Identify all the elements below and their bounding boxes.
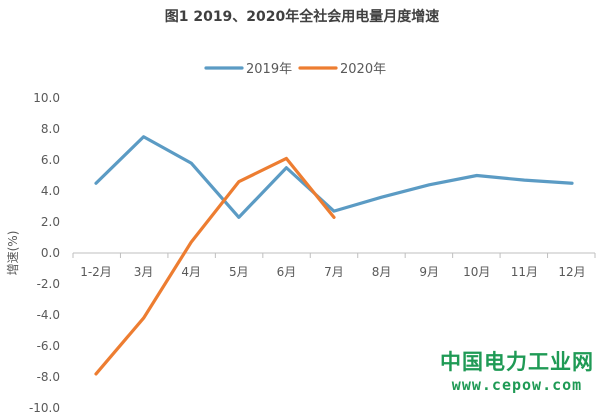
- x-category-label: 9月: [419, 265, 439, 279]
- legend-label: 2020年: [340, 62, 386, 77]
- x-category-label: 8月: [372, 265, 392, 279]
- x-axis: [72, 252, 596, 258]
- y-axis-label-group: 增速(%): [6, 231, 20, 276]
- y-tick-label: -4.0: [37, 308, 60, 322]
- x-category-label: 12月: [558, 265, 585, 279]
- y-tick-label: -8.0: [37, 370, 60, 384]
- y-tick-label: -2.0: [37, 277, 60, 291]
- y-tick-label: 2.0: [41, 215, 60, 229]
- y-tick-label: 0.0: [41, 246, 60, 260]
- x-category-label: 6月: [277, 265, 297, 279]
- watermark-site-name: 中国电力工业网: [440, 350, 594, 374]
- watermark: 中国电力工业网 www.cepow.com: [440, 346, 594, 394]
- x-category-label: 4月: [181, 265, 201, 279]
- chart-title: 图1 2019、2020年全社会用电量月度增速: [164, 9, 440, 25]
- legend-label: 2019年: [246, 62, 292, 77]
- series-lines: [94, 135, 574, 376]
- y-tick-label: 4.0: [41, 184, 60, 198]
- x-category-label: 5月: [229, 265, 249, 279]
- y-tick-label: 6.0: [41, 153, 60, 167]
- legend: 2019年 2020年: [204, 62, 386, 77]
- y-tick-label: -6.0: [37, 339, 60, 353]
- x-axis-categories: 1-2月 3月 4月 5月 6月 7月 8月 9月 10月 11月 12月: [80, 265, 585, 279]
- x-category-label: 3月: [134, 265, 154, 279]
- y-axis-label: 增速(%): [6, 231, 20, 276]
- y-tick-label: -10.0: [29, 401, 60, 415]
- series-line: [94, 156, 336, 376]
- y-tick-label: 10.0: [33, 91, 60, 105]
- watermark-url: www.cepow.com: [451, 376, 583, 394]
- x-category-label: 1-2月: [80, 265, 112, 279]
- series-line: [94, 135, 574, 219]
- x-category-label: 7月: [324, 265, 344, 279]
- y-axis-ticks: 10.0 8.0 6.0 4.0 2.0 0.0 -2.0 -4.0 -6.0 -8.0 -10.0: [29, 91, 60, 415]
- x-category-label: 11月: [511, 265, 538, 279]
- y-tick-label: 8.0: [41, 122, 60, 136]
- x-category-label: 10月: [463, 265, 490, 279]
